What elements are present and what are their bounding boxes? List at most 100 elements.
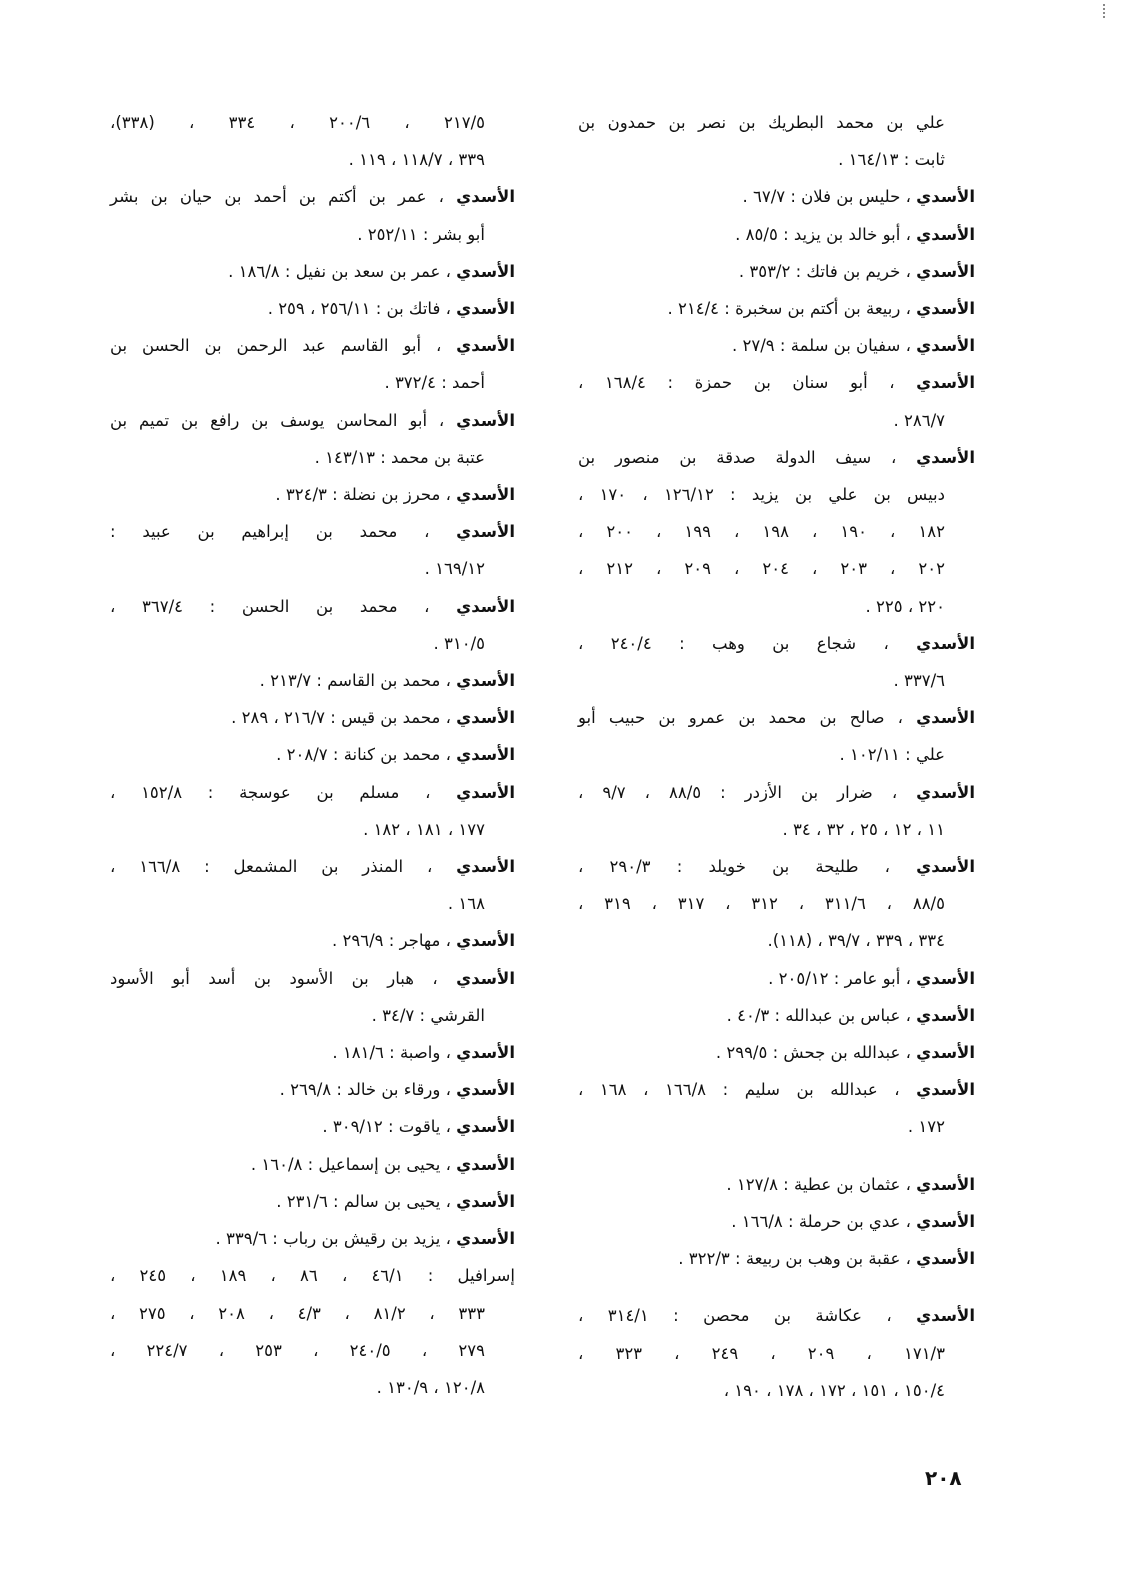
entry-head: الأسدي	[456, 708, 515, 728]
entry-head: الأسدي	[456, 522, 515, 542]
entry-text: أبو سنان بن حمزة : ١٦٨/٤ ،	[578, 373, 868, 393]
index-entry-line: علي بن محمد البطريك بن نصر بن حمدون بن	[578, 104, 975, 141]
index-entry-line: الأسدي ، ياقوت : ٣٠٩/١٢ .	[322, 1117, 515, 1137]
entry-text: أبو بشر : ٢٥٢/١١ .	[357, 224, 485, 244]
entry-text: ٣١٠/٥ .	[433, 633, 485, 653]
index-entry-line: الأسدي ، أبو المحاسن يوسف بن رافع بن تمي…	[110, 410, 515, 430]
entry-head: الأسدي	[456, 410, 515, 430]
index-entry-line: ٢١٧/٥ ، ٢٠٠/٦ ، ٣٣٤ ، (٣٣٨)،	[110, 104, 515, 141]
index-entry-line: ١١ ، ١٢ ، ٢٥ ، ٣٢ ، ٣٤ .	[578, 811, 975, 848]
entry-head: الأسدي	[456, 968, 515, 988]
entry-head: الأسدي	[456, 187, 515, 207]
entry-text: محرز بن نضلة : ٣٢٤/٣ .	[275, 485, 441, 505]
entry-text: مسلم بن عوسجة : ١٥٢/٨ ،	[110, 782, 400, 802]
index-entry-line: الأسدي ، أبو خالد بن يزيد : ٨٥/٥ .	[735, 224, 975, 244]
entry-text: محمد بن الحسن : ٣٦٧/٤ ،	[110, 596, 398, 616]
entry-text: ياقوت : ٣٠٩/١٢ .	[322, 1117, 441, 1137]
entry-head: الأسدي	[916, 1174, 975, 1194]
index-column-left: ٢١٧/٥ ، ٢٠٠/٦ ، ٣٣٤ ، (٣٣٨)، ٣٣٩ ، ١١٨/٧ …	[110, 104, 515, 1406]
entry-text: علي بن محمد البطريك بن نصر بن حمدون بن	[578, 113, 945, 132]
index-entry-line: الأسدي ، محمد بن إبراهيم بن عبيد :	[110, 522, 515, 542]
index-entry: الأسدي ، يحيى بن إسماعيل : ١٦٠/٨ .	[110, 1146, 515, 1183]
index-entry: الأسدي ، سيف الدولة صدقة بن منصور بن دبيس…	[578, 439, 975, 625]
entry-text: ورقاء بن خالد : ٢٦٩/٨ .	[279, 1080, 441, 1100]
index-entry: الأسدي ، عباس بن عبدالله : ٤٠/٣ .	[578, 997, 975, 1034]
index-entry: الأسدي ، ضرار بن الأزدر : ٨٨/٥ ، ٩/٧ ، ١١…	[578, 774, 975, 848]
index-entry-line: عتبة بن محمد : ١٤٣/١٣ .	[110, 439, 515, 476]
index-entry: الأسدي ، عبدالله بن جحش : ٢٩٩/٥ .	[578, 1034, 975, 1071]
index-entry-line: ٢٧٩ ، ٢٤٠/٥ ، ٢٥٣ ، ٢٢٤/٧ ،	[110, 1332, 515, 1369]
index-entry-line: ١٢٠/٨ ، ١٣٠/٩ .	[110, 1369, 515, 1406]
entry-text: ١٦٩/١٢ .	[424, 559, 485, 579]
entry-text: القرشي : ٣٤/٧ .	[371, 1005, 485, 1025]
entry-head: الأسدي	[916, 336, 975, 356]
index-entry-line: ١٧٧ ، ١٨١ ، ١٨٢ .	[110, 811, 515, 848]
entry-head: الأسدي	[456, 1229, 515, 1249]
index-entry: الأسدي ، محمد بن قيس : ٢١٦/٧ ، ٢٨٩ .	[110, 699, 515, 736]
index-entry-line: الأسدي ، عثمان بن عطية : ١٢٧/٨ .	[726, 1174, 975, 1194]
index-entry-line: ثابت : ١٦٤/١٣ .	[578, 141, 975, 178]
index-entry: الأسدي ، شجاع بن وهب : ٢٤٠/٤ ، ٣٣٧/٦ .	[578, 625, 975, 699]
index-entry: الأسدي ، فاتك بن : ٢٥٦/١١ ، ٢٥٩ .	[110, 290, 515, 327]
index-entry-line: الأسدي ، سيف الدولة صدقة بن منصور بن	[578, 447, 975, 467]
entry-text: ١٢٠/٨ ، ١٣٠/٩ .	[376, 1377, 485, 1397]
index-entry-line: ٨٨/٥ ، ٣١١/٦ ، ٣١٢ ، ٣١٧ ، ٣١٩ ،	[578, 885, 975, 922]
entry-text: ١٨٢ ، ١٩٠ ، ١٩٨ ، ١٩٩ ، ٢٠٠ ،	[578, 522, 945, 542]
entry-text: إسرافيل : ٤٦/١ ، ٨٦ ، ١٨٩ ، ٢٤٥ ،	[110, 1266, 515, 1286]
index-entry: الأسدي ، عقبة بن وهب بن ربيعة : ٣٢٢/٣ .	[578, 1240, 975, 1277]
index-entry-line: الأسدي ، يحيى بن سالم : ٢٣١/٦ .	[276, 1191, 515, 1211]
index-entry-line: ١٧٢ .	[578, 1108, 975, 1145]
index-entry: الأسدي ، أبو عامر : ٢٠٥/١٢ .	[578, 960, 975, 997]
index-entry-line: الأسدي ، هبار بن الأسود بن أسد أبو الأسو…	[110, 968, 515, 988]
entry-text: هبار بن الأسود بن أسد أبو الأسود	[110, 968, 414, 988]
entry-head: الأسدي	[456, 857, 515, 877]
index-entry-line: الأسدي ، المنذر بن المشمعل : ١٦٦/٨ ،	[110, 857, 515, 877]
entry-text: ٢٨٦/٧ .	[893, 410, 945, 430]
entry-text: أبو عامر : ٢٠٥/١٢ .	[768, 968, 901, 988]
entry-head: الأسدي	[456, 1080, 515, 1100]
index-entry-line: ١٧١/٣ ، ٢٠٩ ، ٢٤٩ ، ٣٢٣ ،	[578, 1335, 975, 1372]
entry-text: ١٧٢ .	[907, 1117, 945, 1137]
index-entry-line: الأسدي ، سفيان بن سلمة : ٢٧/٩ .	[732, 336, 975, 356]
entry-text: محمد بن إبراهيم بن عبيد :	[110, 522, 398, 542]
entry-head: الأسدي	[916, 1043, 975, 1063]
index-entry-line: الأسدي ، محمد بن القاسم : ٢١٣/٧ .	[259, 671, 515, 691]
entry-text: سفيان بن سلمة : ٢٧/٩ .	[732, 336, 901, 356]
index-entry-line: الأسدي ، يزيد بن رقيش بن رباب : ٣٣٩/٦ .	[215, 1229, 515, 1249]
entry-head: الأسدي	[916, 373, 975, 393]
entry-head: الأسدي	[916, 261, 975, 281]
index-entry-line: ٣٣٣ ، ٨١/٢ ، ٤/٣ ، ٢٠٨ ، ٢٧٥ ،	[110, 1295, 515, 1332]
entry-head: الأسدي	[456, 299, 515, 319]
index-entry: الأسدي ، محمد بن الحسن : ٣٦٧/٤ ، ٣١٠/٥ .	[110, 588, 515, 662]
entry-head: الأسدي	[916, 447, 975, 467]
index-entry: الأسدي ، عمر بن أكتم بن أحمد بن حيان بن …	[110, 178, 515, 252]
index-entry-line: أحمد : ٣٧٢/٤ .	[110, 364, 515, 401]
index-entry-line: الأسدي ، ضرار بن الأزدر : ٨٨/٥ ، ٩/٧ ،	[578, 782, 975, 802]
entry-text: عبدالله بن جحش : ٢٩٩/٥ .	[715, 1043, 901, 1063]
index-entry-line: الأسدي ، أبو عامر : ٢٠٥/١٢ .	[768, 968, 975, 988]
entry-head: الأسدي	[456, 671, 515, 691]
entry-text: عتبة بن محمد : ١٤٣/١٣ .	[314, 447, 485, 467]
entry-text: ٣٣٧/٦ .	[893, 671, 945, 691]
entry-text: ١٧٧ ، ١٨١ ، ١٨٢ .	[363, 819, 485, 839]
entry-text: ٣٣٩ ، ١١٨/٧ ، ١١٩ .	[348, 150, 485, 170]
index-entry: الأسدي ، عمر بن سعد بن نفيل : ١٨٦/٨ .	[110, 253, 515, 290]
entry-head: الأسدي	[456, 1043, 515, 1063]
entry-head: الأسدي	[916, 708, 975, 728]
index-entry-line: الأسدي ، عبدالله بن جحش : ٢٩٩/٥ .	[715, 1043, 975, 1063]
entry-head: الأسدي	[916, 633, 975, 653]
index-entry: الأسدي ، محرز بن نضلة : ٣٢٤/٣ .	[110, 476, 515, 513]
index-entry-line: ٢٨٦/٧ .	[578, 402, 975, 439]
entry-head: الأسدي	[456, 336, 515, 356]
entry-text: شجاع بن وهب : ٢٤٠/٤ ،	[578, 633, 857, 653]
index-entry-line: ٢٢٠ ، ٢٢٥ .	[578, 588, 975, 625]
index-entry: الأسدي ، سفيان بن سلمة : ٢٧/٩ .	[578, 327, 975, 364]
entry-head: الأسدي	[916, 224, 975, 244]
index-entry-line: الأسدي ، عباس بن عبدالله : ٤٠/٣ .	[726, 1005, 975, 1025]
entry-head: الأسدي	[916, 187, 975, 207]
entry-text: مهاجر : ٢٩٦/٩ .	[332, 931, 441, 951]
entry-head: الأسدي	[916, 782, 975, 802]
entry-text: ٢٢٠ ، ٢٢٥ .	[865, 596, 945, 616]
entry-head: الأسدي	[456, 1154, 515, 1174]
index-entry: الأسدي ، مسلم بن عوسجة : ١٥٢/٨ ، ١٧٧ ، ١٨…	[110, 774, 515, 848]
